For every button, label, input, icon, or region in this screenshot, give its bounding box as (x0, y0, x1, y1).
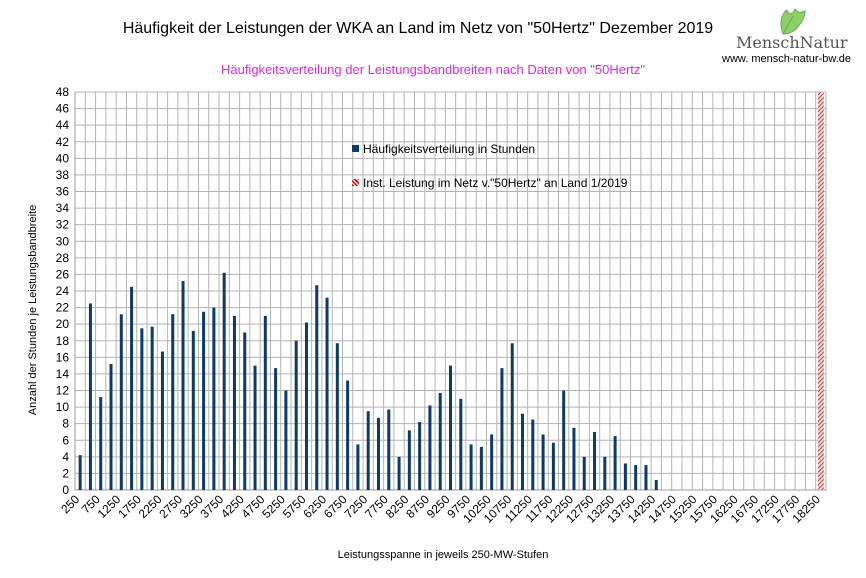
y-tick-label: 46 (56, 102, 70, 116)
bar (613, 436, 617, 490)
bar (428, 405, 432, 490)
bar (479, 446, 483, 490)
bar (335, 343, 339, 490)
y-tick-label: 4 (62, 450, 69, 464)
bar (263, 315, 267, 490)
bar (376, 417, 380, 490)
y-tick-label: 24 (56, 284, 70, 298)
bar (490, 434, 494, 490)
logo-url: www. mensch-natur-bw.de (722, 53, 851, 65)
bar (603, 456, 607, 490)
y-tick-label: 32 (56, 218, 70, 232)
bar (459, 398, 463, 490)
y-tick-label: 28 (56, 251, 70, 265)
bar (418, 422, 422, 490)
bar (202, 311, 206, 490)
bar (119, 314, 123, 490)
y-tick-label: 30 (56, 234, 70, 248)
bar (212, 307, 216, 490)
bar (222, 272, 226, 490)
bar (623, 463, 627, 490)
y-tick-label: 12 (56, 384, 70, 398)
bar (438, 392, 442, 490)
bar (634, 465, 638, 490)
bar (315, 285, 319, 490)
bar (562, 390, 566, 490)
legend-bar-swatch-icon (352, 145, 359, 153)
chart-subtitle: Häufigkeitsverteilung der Leistungsbandb… (220, 62, 646, 77)
bar (500, 368, 504, 490)
bar (449, 365, 452, 490)
legend-label-capacity: Inst. Leistung im Netz v."50Hertz" an La… (363, 176, 628, 190)
bar (521, 413, 525, 490)
y-tick-label: 20 (56, 317, 70, 331)
y-tick-label: 10 (56, 400, 70, 414)
bar (160, 351, 164, 490)
y-tick-label: 2 (62, 466, 69, 480)
bar (551, 442, 555, 490)
y-tick-label: 34 (56, 201, 70, 215)
y-tick-label: 44 (56, 118, 70, 132)
bar (304, 322, 308, 490)
bar (572, 427, 576, 490)
chart-title: Häufigkeit der Leistungen der WKA an Lan… (122, 20, 714, 37)
bar (140, 328, 144, 490)
y-tick-label: 48 (56, 85, 70, 99)
bar (593, 431, 597, 490)
bar (150, 326, 154, 490)
bar (541, 434, 545, 490)
bar (510, 343, 514, 490)
leaf-logo-icon (780, 8, 806, 35)
y-tick-label: 36 (56, 185, 70, 199)
bar (284, 390, 288, 490)
bar (644, 465, 648, 490)
bar (356, 444, 360, 490)
y-tick-label: 18 (56, 334, 70, 348)
y-tick-label: 8 (62, 417, 69, 431)
y-tick-label: 26 (56, 267, 70, 281)
bar (397, 456, 401, 490)
y-axis-label: Anzahl der Stunden je Leistungsbandbreit… (27, 204, 39, 416)
capacity-marker (817, 92, 824, 490)
bar (274, 368, 278, 490)
bar (346, 380, 350, 490)
bar (582, 456, 586, 490)
y-tick-label: 42 (56, 135, 70, 149)
x-axis-label: Leistungsspanne in jeweils 250-MW-Stufen (337, 549, 549, 561)
bar (407, 430, 411, 490)
bar (366, 411, 370, 490)
bar (181, 281, 185, 490)
legend-hatch-swatch-icon (352, 179, 359, 187)
bar (88, 303, 92, 490)
y-tick-label: 6 (62, 433, 69, 447)
legend-item-frequency: Häufigkeitsverteilung in Stunden (352, 142, 535, 156)
bar (469, 444, 473, 490)
bar (387, 409, 391, 490)
bar (243, 332, 247, 490)
y-tick-label: 40 (56, 151, 70, 165)
bar (294, 340, 298, 490)
bar (253, 365, 257, 490)
y-tick-label: 0 (62, 483, 69, 497)
y-tick-label: 38 (56, 168, 70, 182)
bar (531, 419, 535, 490)
bar (130, 286, 134, 490)
bar (171, 314, 175, 490)
bar (654, 480, 658, 490)
y-tick-label: 16 (56, 350, 70, 364)
y-tick-label: 22 (56, 301, 70, 315)
bar (191, 330, 195, 490)
bar (78, 455, 82, 490)
y-tick-label: 14 (56, 367, 70, 381)
legend-label-frequency: Häufigkeitsverteilung in Stunden (363, 142, 536, 156)
bar (232, 315, 236, 490)
bar (109, 363, 113, 490)
bar (99, 397, 103, 490)
legend-item-capacity: Inst. Leistung im Netz v."50Hertz" an La… (352, 176, 627, 190)
logo-text: MenschNatur (736, 33, 848, 52)
bar (325, 297, 329, 490)
